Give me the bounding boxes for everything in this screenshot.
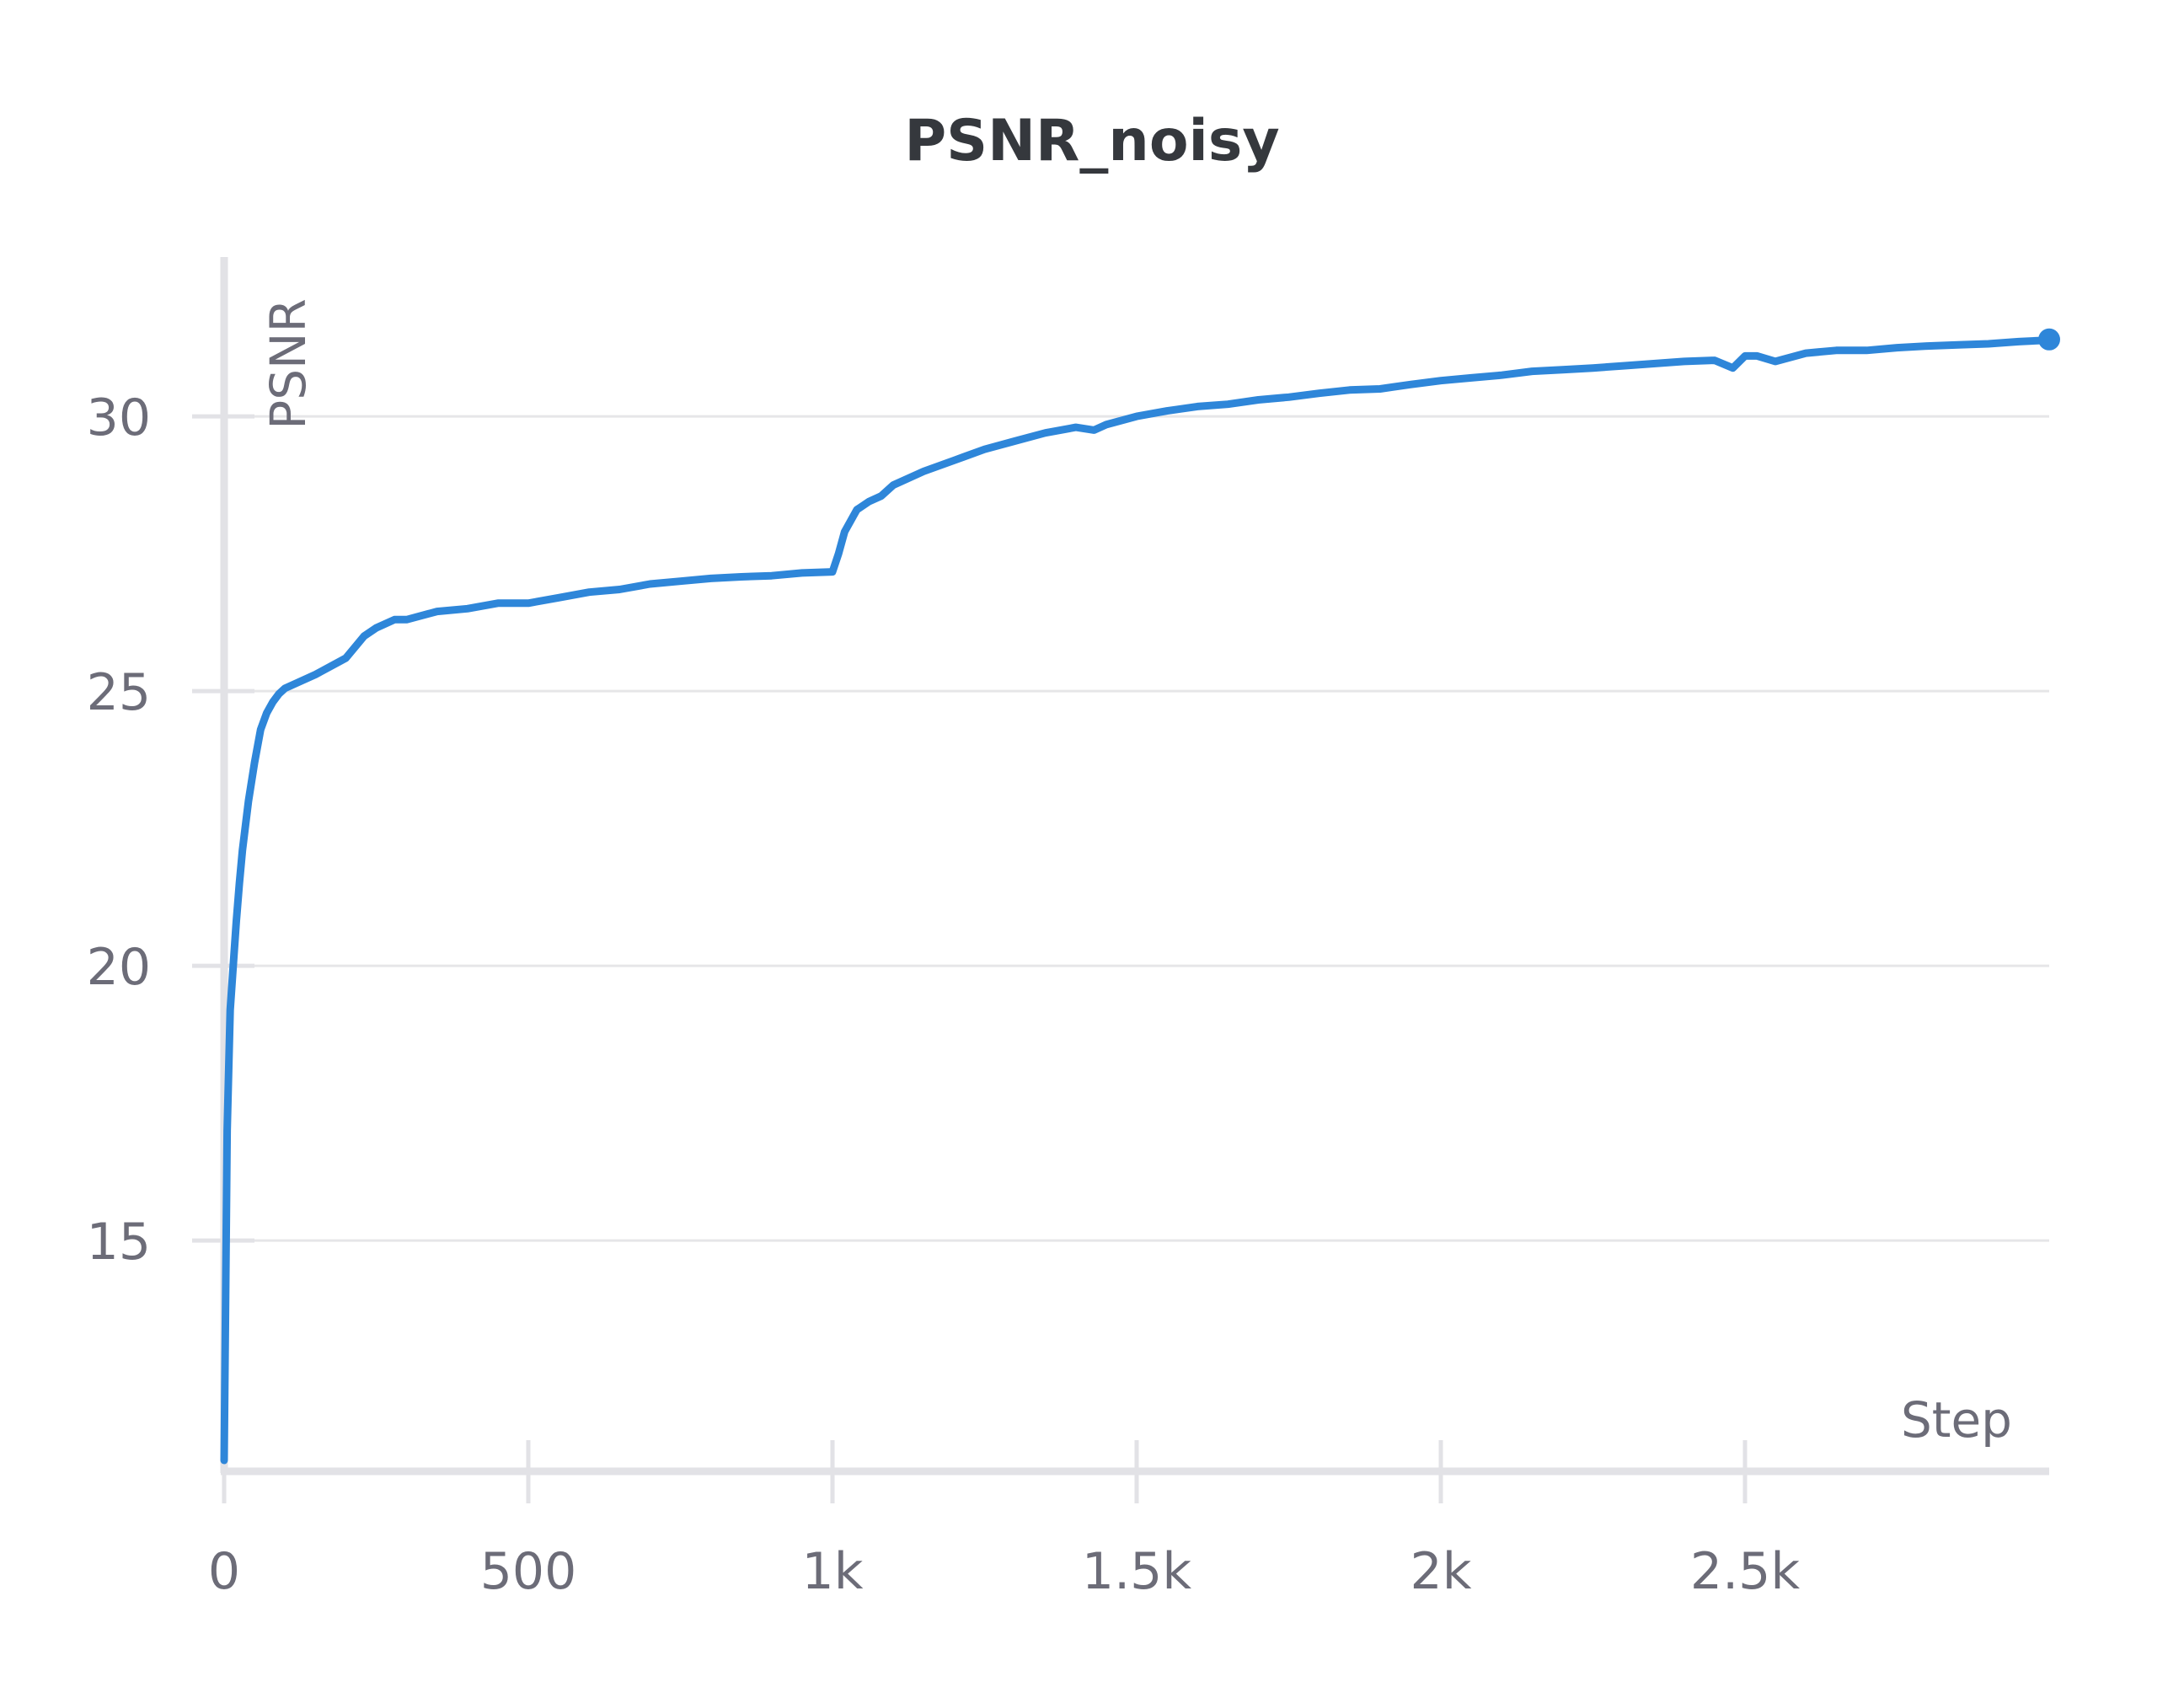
x-axis-label: Step <box>1901 1391 2012 1449</box>
y-tick-label-20: 20 <box>87 938 151 997</box>
y-tick-label-25: 25 <box>87 663 151 722</box>
chart-title: PSNR_noisy <box>904 108 1279 174</box>
axes <box>220 257 2049 1476</box>
series-layer <box>220 328 2060 1465</box>
series-last-point-marker <box>2038 328 2060 351</box>
x-tick-label-1k: 1k <box>802 1542 864 1601</box>
series-line-0 <box>220 335 2053 1465</box>
x-tick-label-2.5k: 2.5k <box>1690 1542 1800 1601</box>
y-tick-label-15: 15 <box>87 1213 151 1272</box>
y-tick-label-30: 30 <box>87 388 151 447</box>
x-axis-ticks: 0 500 1k 1.5k 2k 2.5k <box>208 1440 1800 1601</box>
x-tick-label-0: 0 <box>208 1542 240 1601</box>
x-tick-label-2k: 2k <box>1410 1542 1472 1601</box>
gridlines <box>224 415 2049 1242</box>
x-tick-label-1.5k: 1.5k <box>1082 1542 1191 1601</box>
y-axis-label: PSNR <box>260 298 317 429</box>
x-tick-label-500: 500 <box>480 1542 577 1601</box>
